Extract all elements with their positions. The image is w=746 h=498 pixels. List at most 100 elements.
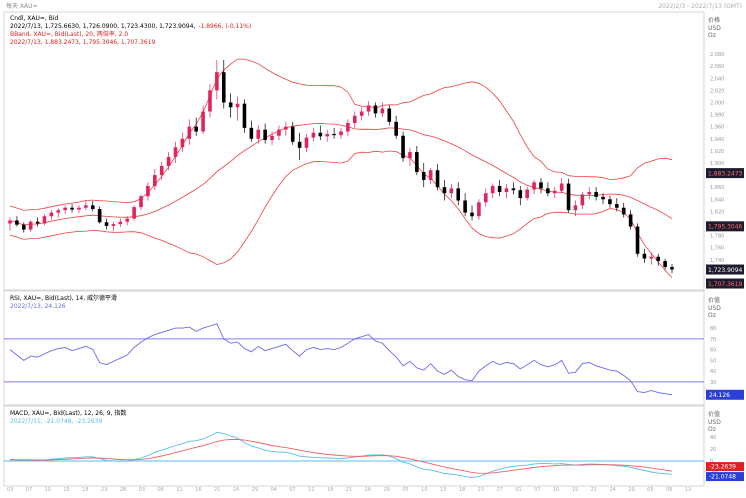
candle-down xyxy=(228,102,233,108)
candle-down xyxy=(601,196,605,200)
candle-up xyxy=(84,205,88,208)
candle-down xyxy=(194,126,198,132)
x-tick-label: 07 xyxy=(289,487,295,493)
price-axis-unit: USD xyxy=(708,25,721,32)
x-tick-label: 04 xyxy=(270,487,276,493)
candle-down xyxy=(70,207,74,210)
candle-up xyxy=(346,123,350,132)
candle-down xyxy=(621,207,626,215)
macd-line xyxy=(9,431,673,479)
rsi-axis-title: 价值 xyxy=(708,296,720,304)
macd-axis-title: 价值 xyxy=(708,410,720,418)
x-tick-label: 08 xyxy=(157,487,163,493)
price-tick-label: 1,980 xyxy=(710,113,724,119)
rsi-tick-label: 70 xyxy=(710,337,716,343)
candle-down xyxy=(242,103,247,128)
x-tick-label: 21 xyxy=(214,487,220,493)
candle-down xyxy=(104,222,109,226)
x-tick-label: 07 xyxy=(26,487,32,493)
x-tick-label: 18 xyxy=(82,487,88,493)
x-tick-label: 23 xyxy=(478,487,484,493)
x-tick-label: 15 xyxy=(572,487,578,493)
x-tick-label: 29 xyxy=(383,487,389,493)
candle-up xyxy=(56,210,61,213)
candle-up xyxy=(8,220,12,224)
price-tick-label: 1,780 xyxy=(710,234,724,240)
candle-down xyxy=(670,267,674,270)
candlesticks xyxy=(8,60,674,274)
price-axis-unit2: Oz xyxy=(708,32,716,39)
candle-up xyxy=(573,205,578,211)
price-tick-label: 1,840 xyxy=(710,197,724,203)
price-tick-label: 1,900 xyxy=(710,161,724,167)
price-tick-label: 2,000 xyxy=(710,100,724,106)
candle-up xyxy=(304,137,309,148)
candle-up xyxy=(408,152,412,159)
x-axis: 03 07 10 15 18 23 28 03 08 11 16 21 24 29 04 07 12 18 21 26… xyxy=(7,487,691,493)
candle-down xyxy=(470,212,474,217)
candle-up xyxy=(649,256,654,259)
candle-up xyxy=(532,182,536,190)
candle-up xyxy=(277,129,281,136)
x-tick-label: 10 xyxy=(421,487,427,493)
candle-up xyxy=(325,133,330,137)
price-panel xyxy=(3,11,705,291)
candle-up xyxy=(580,194,585,206)
candle-up xyxy=(352,115,357,124)
candle-up xyxy=(504,188,509,193)
candle-up xyxy=(339,131,343,136)
x-tick-label: 03 xyxy=(139,487,145,493)
macd-panel xyxy=(3,405,705,487)
x-tick-label: 01 xyxy=(515,487,521,493)
x-tick-label: 05 xyxy=(402,487,408,493)
candle-up xyxy=(132,207,136,219)
candle-down xyxy=(97,208,102,223)
x-tick-label: 21 xyxy=(346,487,352,493)
candle-up xyxy=(28,221,33,230)
candle-up xyxy=(552,190,557,194)
candle-down xyxy=(518,190,523,199)
x-tick-label: 28 xyxy=(120,487,126,493)
candle-down xyxy=(221,72,226,103)
price-tick-label: 2,040 xyxy=(710,76,724,82)
price-legend-candle: Cndl, XAU=, Bid xyxy=(10,15,59,22)
price-tick-label: 1,920 xyxy=(710,149,724,155)
x-tick-label: 23 xyxy=(101,487,107,493)
close-price-tag-bg xyxy=(706,264,744,275)
price-tick-label: 1,820 xyxy=(710,209,724,215)
x-tick-label: 05 xyxy=(647,487,653,493)
candle-up xyxy=(270,135,274,140)
candle-down xyxy=(663,261,667,268)
middle-band-tag-bg xyxy=(706,221,744,232)
candle-down xyxy=(615,204,619,208)
upper-band-line xyxy=(9,58,673,211)
rsi-tick-label: 60 xyxy=(710,348,716,354)
candle-down xyxy=(297,141,302,148)
candle-up xyxy=(77,207,81,210)
lower-band-tag: 1,707.3619 xyxy=(708,281,743,288)
candle-down xyxy=(635,226,640,254)
price-tick-label: 1,740 xyxy=(710,258,724,264)
price-legend-bband-values: 2022/7/13, 1,883.2473, 1,795.3046, 1,707… xyxy=(10,39,155,46)
candle-up xyxy=(159,166,164,176)
price-axis: 2,080 2,060 2,040 2,020 2,000 1,980 1,960 1,940… xyxy=(710,52,724,276)
candle-up xyxy=(366,105,371,112)
x-tick-label: 11 xyxy=(176,487,182,493)
candle-down xyxy=(442,187,447,194)
candle-down xyxy=(35,221,40,224)
candle-down xyxy=(456,188,461,201)
macd-legend: MACD, XAU=, Bid(Last), 12, 26, 9, 指数 xyxy=(10,409,126,417)
macd-tick-label: 0 xyxy=(710,459,713,465)
candle-down xyxy=(594,192,598,197)
rsi-axis-unit: USD xyxy=(708,305,721,312)
x-tick-label: 10 xyxy=(44,487,50,493)
x-tick-label: 10 xyxy=(553,487,559,493)
price-tick-label: 1,960 xyxy=(710,125,724,131)
candle-up xyxy=(484,193,488,203)
price-axis-title: 价格 xyxy=(708,16,720,24)
candle-up xyxy=(63,207,67,211)
candle-up xyxy=(139,196,143,208)
